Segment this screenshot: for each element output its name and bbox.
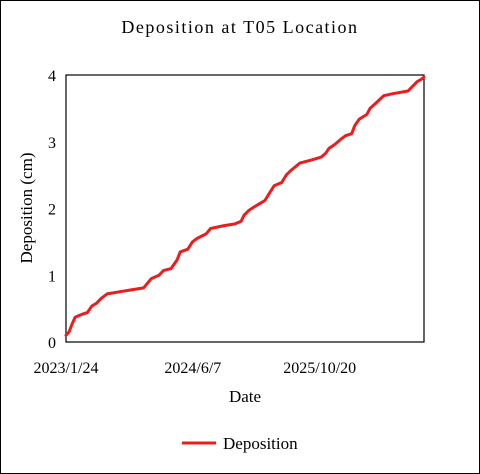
legend-label-deposition: Deposition xyxy=(223,434,298,453)
legend: Deposition xyxy=(182,434,298,453)
x-tick-label: 2024/6/7 xyxy=(164,360,221,377)
x-axis-label: Date xyxy=(229,387,261,406)
y-tick-label: 3 xyxy=(48,135,56,152)
series-line-deposition xyxy=(64,75,426,337)
y-tick-label: 0 xyxy=(48,335,56,352)
chart-title: Deposition at T05 Location xyxy=(121,17,358,37)
x-axis-ticks: 2023/1/24 2024/6/7 2025/10/20 xyxy=(34,360,357,377)
y-tick-label: 1 xyxy=(48,268,56,285)
x-tick-label: 2025/10/20 xyxy=(283,360,356,377)
y-axis-ticks: 0 1 2 3 4 xyxy=(48,68,56,352)
y-axis-label: Deposition (cm) xyxy=(17,153,36,264)
plot-area xyxy=(65,74,425,343)
y-tick-label: 4 xyxy=(48,68,56,85)
x-tick-label: 2023/1/24 xyxy=(34,360,99,377)
y-tick-label: 2 xyxy=(48,202,56,219)
